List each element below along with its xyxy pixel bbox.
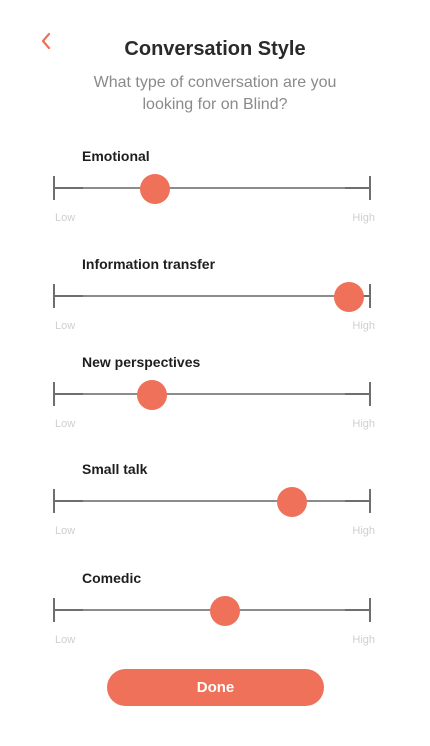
- high-label: High: [352, 525, 375, 537]
- slider-thumb[interactable]: [276, 487, 307, 517]
- slider-emotional: Emotional Low High: [0, 148, 430, 238]
- slider-thumb[interactable]: [136, 380, 167, 410]
- low-label: Low: [55, 525, 76, 537]
- slider-label: Small talk: [82, 461, 148, 477]
- high-label: High: [352, 634, 375, 646]
- high-label: High: [352, 320, 375, 332]
- slider-track[interactable]: Low High: [53, 590, 375, 646]
- slider-track[interactable]: Low High: [53, 276, 375, 332]
- low-label: Low: [55, 418, 76, 430]
- slider-new-perspectives: New perspectives Low High: [0, 354, 430, 444]
- slider-thumb[interactable]: [209, 596, 240, 626]
- slider-information-transfer: Information transfer Low High: [0, 256, 430, 346]
- slider-label: Information transfer: [82, 256, 216, 272]
- slider-comedic: Comedic Low High: [0, 570, 430, 660]
- slider-track[interactable]: Low High: [53, 481, 375, 537]
- slider-small-talk: Small talk Low High: [0, 461, 430, 551]
- slider-thumb[interactable]: [139, 174, 170, 204]
- high-label: High: [352, 418, 375, 430]
- slider-label: Emotional: [82, 148, 150, 164]
- low-label: Low: [55, 212, 76, 224]
- slider-track[interactable]: Low High: [53, 168, 375, 224]
- slider-track[interactable]: Low High: [53, 374, 375, 430]
- high-label: High: [352, 212, 375, 224]
- done-button[interactable]: Done: [107, 669, 324, 706]
- slider-label: New perspectives: [82, 354, 201, 370]
- back-button[interactable]: [36, 28, 58, 54]
- page-title: Conversation Style: [124, 38, 306, 60]
- slider-label: Comedic: [82, 570, 142, 586]
- low-label: Low: [55, 320, 76, 332]
- page-subtitle: What type of conversation are you lookin…: [93, 74, 337, 113]
- slider-thumb[interactable]: [333, 282, 364, 312]
- low-label: Low: [55, 634, 76, 646]
- chevron-left-icon: [41, 32, 51, 50]
